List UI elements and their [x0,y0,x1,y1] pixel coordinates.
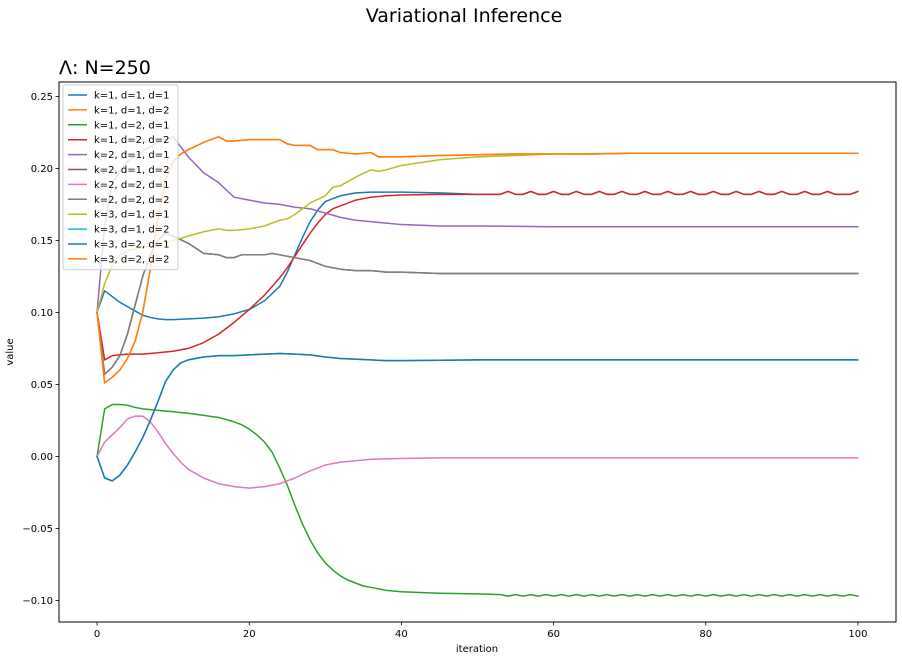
figure-suptitle: Variational Inference [366,5,563,27]
legend-entry: k=3, d=1, d=2 [94,225,169,236]
x-tick-label: 20 [243,629,256,640]
series-line-11 [96,352,859,482]
x-axis-label: iteration [456,644,498,655]
y-tick-label: 0.15 [31,236,53,247]
x-tick-label: 80 [699,629,712,640]
legend-entry: k=2, d=2, d=1 [94,180,169,191]
y-tick-label: 0.00 [31,452,53,463]
y-axis: −0.10 −0.05 0.00 0.05 0.10 0.15 0.20 0.25 [22,92,59,607]
y-tick-label: 0.05 [31,380,53,391]
legend-entry: k=3, d=2, d=2 [94,254,169,265]
plot-frame [58,81,897,623]
series-line-4 [96,190,859,361]
x-tick-label: 0 [94,629,100,640]
y-tick-label: −0.05 [22,524,53,535]
y-tick-label: 0.20 [31,164,53,175]
legend: k=1, d=1, d=1 k=1, d=1, d=2 k=1, d=2, d=1 k… [62,84,179,271]
legend-entry: k=2, d=1, d=1 [94,150,169,161]
chart-title: Λ: N=250 [59,57,151,79]
legend-entry: k=1, d=1, d=2 [94,105,169,116]
legend-entry: k=2, d=2, d=2 [94,195,169,206]
series-line-7 [96,415,859,489]
x-tick-label: 60 [547,629,560,640]
legend-box [62,84,179,271]
series-line-8 [96,232,859,376]
legend-entry: k=2, d=1, d=2 [94,165,169,176]
legend-entry: k=3, d=2, d=1 [94,240,169,251]
legend-entry: k=1, d=2, d=1 [94,120,169,131]
y-tick-label: 0.10 [31,308,53,319]
x-tick-label: 100 [848,629,867,640]
x-axis: 0 20 40 60 80 100 [94,622,868,640]
legend-entry: k=3, d=1, d=1 [94,210,169,221]
legend-entry: k=1, d=1, d=1 [94,91,169,102]
y-axis-label: value [5,338,16,365]
y-tick-label: −0.10 [22,596,53,607]
legend-entry: k=1, d=2, d=2 [94,135,169,146]
y-tick-label: 0.25 [31,92,53,103]
series-line-3 [96,403,859,597]
x-tick-label: 40 [395,629,408,640]
